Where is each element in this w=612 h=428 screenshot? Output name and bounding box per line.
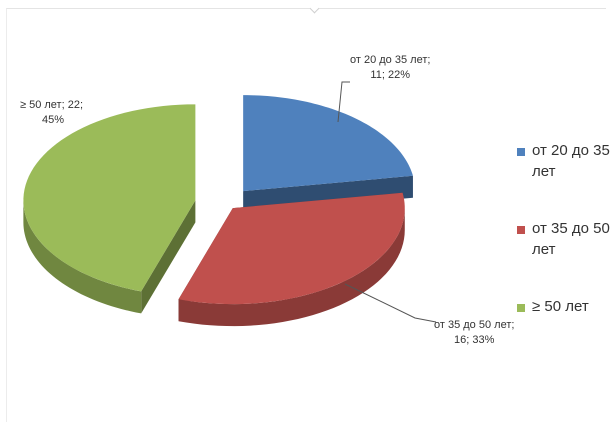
data-label-slice-1: от 20 до 35 лет; 11; 22% <box>350 53 430 83</box>
pie-slice-3-cut-face <box>141 200 196 314</box>
legend-label: от 20 до 35 лет <box>532 142 610 180</box>
pie-slice-2-top <box>178 192 405 305</box>
data-label-slice-3-line-1: ≥ 50 лет; 22; <box>20 99 83 111</box>
pie-slice-3-top <box>23 104 196 292</box>
data-label-slice-3: ≥ 50 лет; 22; 45% <box>20 98 83 128</box>
leader-line-slice-1 <box>337 81 350 123</box>
pie-slice-2-rim <box>178 208 405 327</box>
legend-label: от 35 до 50 лет <box>532 220 610 258</box>
data-label-slice-3-line-2: 45% <box>42 114 65 126</box>
legend-swatch-icon <box>517 304 525 312</box>
pie-slice-3 <box>23 104 196 314</box>
data-label-slice-2-line-2: 16; 33% <box>454 334 495 346</box>
pie-slice-3-rim <box>23 200 142 314</box>
legend-swatch-icon <box>517 226 525 234</box>
legend-swatch-icon <box>517 148 525 156</box>
legend-label: ≥ 50 лет <box>532 298 589 315</box>
data-label-slice-2: от 35 до 50 лет; 16; 33% <box>434 318 514 348</box>
data-label-slice-1-line-2: 11; 22% <box>370 69 410 81</box>
leader-line-slice-2 <box>344 283 437 323</box>
chart-frame <box>6 8 606 422</box>
data-label-slice-2-line-1: от 35 до 50 лет; <box>434 319 515 331</box>
data-label-slice-1-line-1: от 20 до 35 лет; <box>350 54 431 66</box>
pie-slice-1-top <box>243 95 413 192</box>
pie-slice-2 <box>178 192 405 327</box>
